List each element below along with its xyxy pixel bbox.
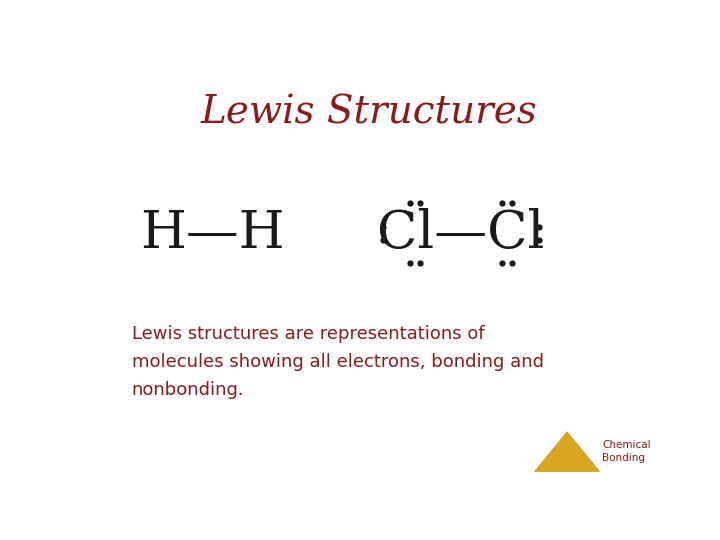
Text: Chemical
Bonding: Chemical Bonding: [602, 440, 651, 463]
Text: Lewis Structures: Lewis Structures: [201, 94, 537, 131]
Polygon shape: [535, 432, 600, 471]
Text: H—H: H—H: [140, 208, 285, 259]
Text: Cl—Cl: Cl—Cl: [377, 208, 545, 259]
Text: Lewis structures are representations of
molecules showing all electrons, bonding: Lewis structures are representations of …: [132, 325, 544, 399]
